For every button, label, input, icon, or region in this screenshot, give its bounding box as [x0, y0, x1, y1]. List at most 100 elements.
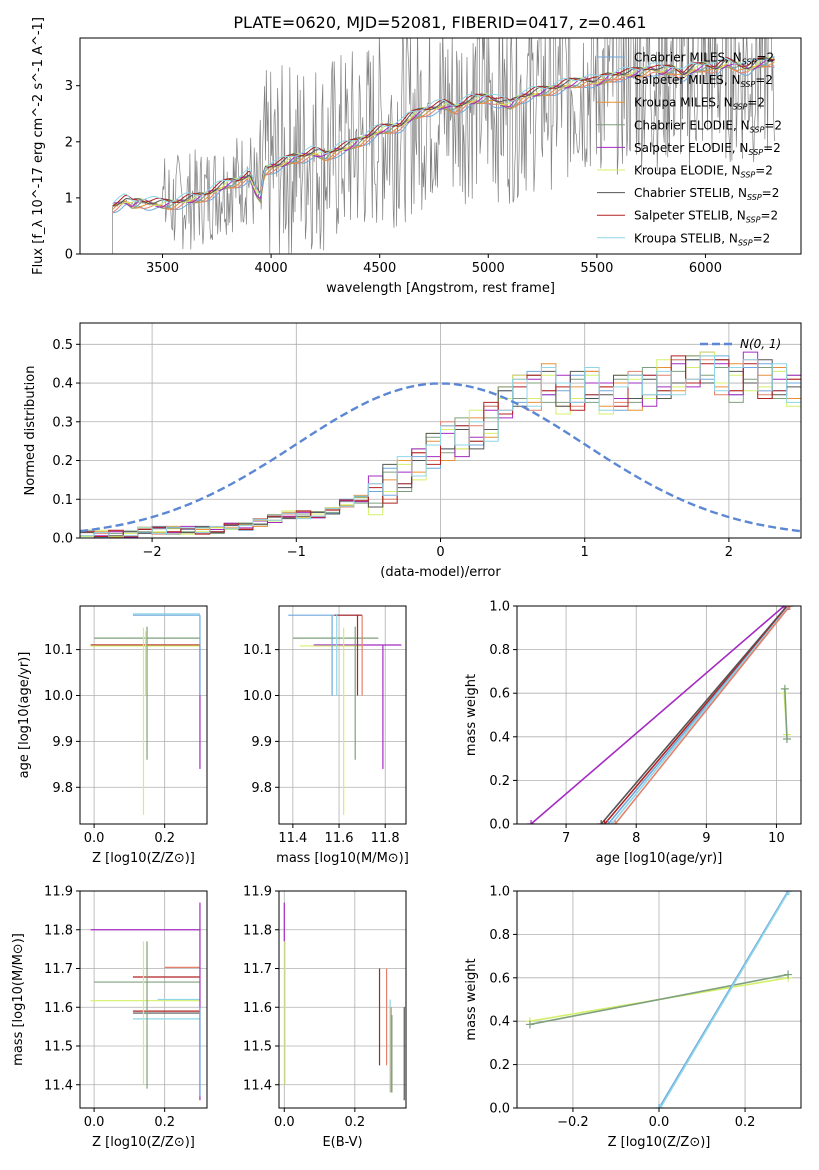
legend-subscript: SSP — [746, 216, 761, 225]
mass_vs_Z-ylabel: mass [log10(M/M⊙)] — [11, 933, 26, 1066]
observed-spectrum-line — [97, 38, 775, 254]
mass_vs_ebv-ytick-label: 11.4 — [243, 1078, 272, 1093]
mass_vs_Z-xlabel: Z [log10(Z/Z⊙)] — [92, 1135, 195, 1150]
age_vs_Z-xlabel: Z [log10(Z/Z⊙)] — [92, 851, 195, 866]
series-kroupa-stelib — [611, 606, 790, 824]
age_vs_mass-ytick-label: 9.9 — [251, 735, 272, 750]
model-line-salpeter-miles — [112, 64, 775, 213]
mass_vs_Z-ytick-label: 11.7 — [44, 962, 73, 977]
mass_vs_ebv-xtick-label: 0.2 — [345, 1115, 366, 1130]
legend-value: =2 — [755, 164, 773, 178]
residuals-xtick-label: −2 — [143, 545, 162, 560]
weight_vs_Z-ytick-label: 0.6 — [489, 971, 510, 986]
age_vs_Z-ytick-label: 10.1 — [44, 643, 73, 658]
weight_vs_age-frame — [516, 605, 802, 825]
weight_vs_Z-ytick-label: 0.8 — [489, 928, 510, 943]
spectrum-xtick-label: 5500 — [580, 261, 613, 276]
weight_vs_Z-xtick-label: −0.2 — [557, 1115, 589, 1130]
legend-entry: Kroupa MILES, NSSP=2 — [634, 96, 765, 112]
spectrum-xtick-label: 4000 — [255, 261, 288, 276]
hist-kroupa-elodie — [80, 351, 801, 537]
point-marker — [607, 820, 616, 824]
point-marker — [780, 684, 789, 693]
weight_vs_age-xlabel: age [log10(age/yr)] — [596, 851, 723, 866]
model-line-kroupa-elodie — [112, 56, 775, 206]
legend-entry: Chabrier STELIB, NSSP=2 — [634, 186, 779, 202]
weight_vs_Z-ytick-label: 1.0 — [489, 885, 510, 900]
legend-subscript: SSP — [741, 80, 756, 89]
age_vs_Z-xtick-label: 0.2 — [154, 831, 175, 846]
legend-entry: Salpeter MILES, NSSP=2 — [634, 73, 773, 89]
mass_vs_Z-ytick-label: 11.5 — [44, 1040, 73, 1055]
legend-subscript: SSP — [750, 125, 765, 134]
legend-value: =2 — [755, 73, 773, 87]
spectrum-xtick-label: 4500 — [363, 261, 396, 276]
spectrum-ytick-label: 3 — [65, 79, 73, 94]
legend-entry: Kroupa STELIB, NSSP=2 — [634, 231, 770, 247]
series-chabrier-stelib — [600, 606, 788, 824]
residuals-xtick-label: 0 — [436, 545, 444, 560]
residuals-xtick-label: 2 — [725, 545, 733, 560]
residuals-xlabel: (data-model)/error — [380, 565, 501, 580]
point-marker — [611, 820, 620, 824]
series-chabrier-miles — [658, 891, 789, 1108]
residuals-ytick-label: 0.2 — [52, 454, 73, 469]
mass_vs_ebv-ytick-label: 11.6 — [243, 1001, 272, 1016]
legend-subscript: SSP — [738, 238, 753, 247]
mass_vs_Z-ytick-label: 11.6 — [44, 1001, 73, 1016]
age_vs_mass-frame — [278, 605, 407, 825]
legend-value: =2 — [763, 141, 781, 155]
residuals-xtick-label: 1 — [581, 545, 589, 560]
series-kroupa-stelib — [659, 891, 790, 1108]
spectrum-ytick-label: 2 — [65, 135, 73, 150]
legend-value: =2 — [756, 51, 774, 65]
legend-value: =2 — [747, 96, 765, 110]
mass_vs_ebv-ytick-label: 11.8 — [243, 923, 272, 938]
residuals-ytick-label: 0.3 — [52, 415, 73, 430]
mass_vs_ebv-ytick-label: 11.7 — [243, 962, 272, 977]
legend-subscript: SSP — [742, 58, 757, 67]
mass_vs_Z-plot-area — [90, 902, 201, 1101]
point-marker — [604, 820, 613, 824]
hist-chabrier-stelib — [80, 359, 801, 538]
point-marker — [784, 891, 793, 895]
legend-subscript: SSP — [741, 171, 756, 180]
normal-curve — [80, 382, 801, 533]
legend-entry: Salpeter ELODIE, NSSP=2 — [634, 141, 781, 157]
weight_vs_age-ytick-label: 0.8 — [489, 643, 510, 658]
spectrum-xtick-label: 3500 — [146, 261, 179, 276]
spectrum-plot-area — [97, 38, 775, 254]
spectrum-ytick-label: 0 — [65, 248, 73, 263]
legend-value: =2 — [760, 209, 778, 223]
weight_vs_age-xtick-label: 9 — [702, 831, 710, 846]
point-marker — [527, 820, 536, 824]
mass_vs_ebv-frame — [278, 890, 407, 1109]
series-salpeter-elodie — [530, 606, 785, 824]
age_vs_mass-xtick-label: 11.4 — [278, 831, 307, 846]
mass_vs_ebv-xlabel: E(B-V) — [322, 1135, 362, 1150]
mass_vs_Z-panel: 0.0 0.2 11.4 11.5 11.6 11.7 11.8 11.9 Z [log10(Z… — [11, 885, 208, 1150]
point-marker — [784, 970, 793, 979]
hist-salpeter-elodie — [80, 351, 801, 538]
legend-subscript: SSP — [747, 193, 762, 202]
age_vs_mass-xtick-label: 11.8 — [371, 831, 400, 846]
legend-entry: Chabrier ELODIE, NSSP=2 — [634, 118, 782, 134]
series-salpeter-miles — [614, 606, 791, 824]
spectrum-xtick-label: 6000 — [689, 261, 722, 276]
weight_vs_age-panel: 7 8 9 10 0.0 0.2 0.4 0.6 0.8 1.0 age [log10(age/yr… — [464, 600, 802, 866]
mass_vs_Z-xtick-label: 0.2 — [154, 1115, 175, 1130]
point-marker — [600, 820, 609, 824]
weight_vs_age-ytick-label: 0.4 — [489, 730, 510, 745]
point-marker — [782, 734, 791, 743]
age_vs_mass-ytick-label: 10.1 — [243, 643, 272, 658]
age_vs_mass-panel: 11.4 11.6 11.8 9.8 9.9 10.0 10.1 mass [log10(M/… — [243, 605, 409, 866]
hist-salpeter-miles — [80, 359, 801, 537]
age_vs_Z-panel: 0.0 0.2 9.8 9.9 10.0 10.1 Z [log10(Z/Z⊙)] age [… — [17, 605, 208, 866]
mass_vs_ebv-ytick-label: 11.9 — [243, 885, 272, 900]
point-marker — [656, 1104, 665, 1108]
legend-value: =2 — [753, 231, 771, 245]
residuals-ytick-label: 0.1 — [52, 493, 73, 508]
weight_vs_Z-ylabel: mass weight — [464, 958, 479, 1040]
weight_vs_age-ytick-label: 0.2 — [489, 774, 510, 789]
model-line-salpeter-elodie — [112, 57, 775, 208]
